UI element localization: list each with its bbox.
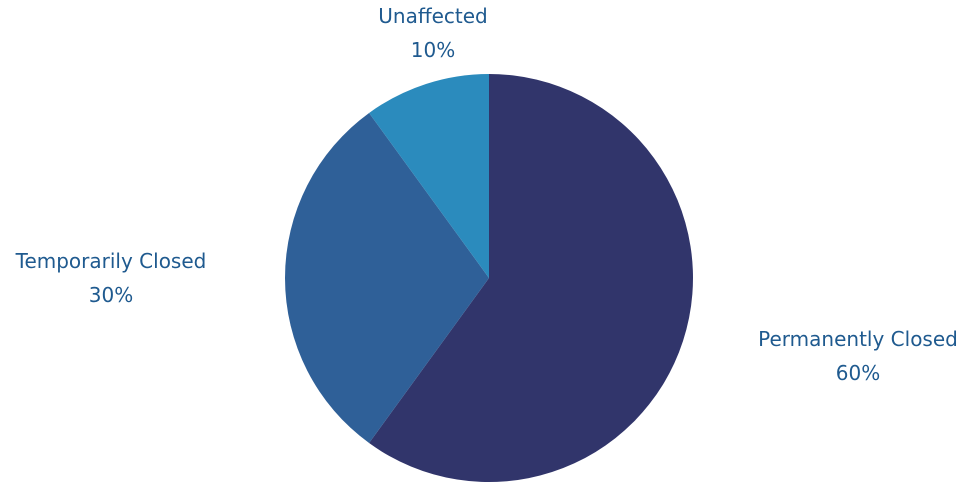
slice-value-label: 30%: [89, 283, 133, 307]
slice-category-label: Permanently Closed: [758, 327, 958, 351]
slice-category-label: Unaffected: [378, 4, 488, 28]
slice-label-group: Unaffected 10%: [378, 4, 488, 62]
pie-slice-temporarily-closed: [284, 112, 489, 444]
slice-label-group: Temporarily Closed 30%: [15, 249, 207, 307]
slice-value-label: 10%: [411, 38, 455, 62]
slice-value-label: 60%: [836, 361, 880, 385]
pie-slice-permanently-closed: [369, 74, 693, 482]
pie-labels: Permanently Closed 60% Temporarily Closed 3…: [15, 4, 958, 385]
slice-category-label: Temporarily Closed: [15, 249, 207, 273]
pie-slices: [284, 74, 693, 482]
pie-slice-unaffected: [369, 74, 489, 278]
slice-label-group: Permanently Closed 60%: [758, 327, 958, 385]
